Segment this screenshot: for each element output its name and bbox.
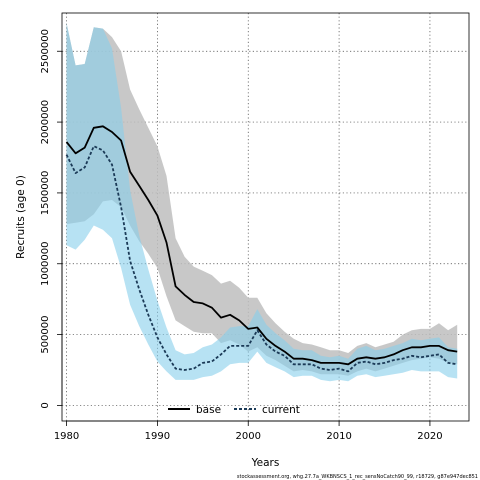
x-axis-title: Years [251,457,280,469]
series-lines [65,125,458,373]
y-tick-label: 1000000 [40,241,51,286]
x-tick-label: 2010 [326,431,351,442]
line-current [65,145,458,373]
y-tick-label: 500000 [40,315,51,353]
y-tick-label: 2500000 [40,29,51,74]
x-tick-label: 2020 [417,431,442,442]
footnote: stockassessment.org, whg.27.7a_WKBNSCS_1… [237,474,478,480]
x-tick-label: 2000 [236,431,261,442]
y-tick-label: 2000000 [40,100,51,145]
line-base [65,125,458,366]
y-tick-label: 0 [40,402,51,408]
confidence-bands [66,22,458,382]
band-current [66,22,458,382]
legend: base current [168,404,300,416]
band-base [66,22,458,376]
axes: 1980 1990 2000 2010 2020 0 500000 1000000 150000… [40,29,443,442]
x-tick-label: 1980 [54,431,79,442]
y-axis-title: Recruits (age 0) [15,175,27,259]
x-tick-label: 1990 [145,431,170,442]
legend-label-base: base [196,404,221,416]
grid [62,13,469,421]
legend-label-current: current [262,404,300,416]
y-tick-label: 1500000 [40,171,51,216]
